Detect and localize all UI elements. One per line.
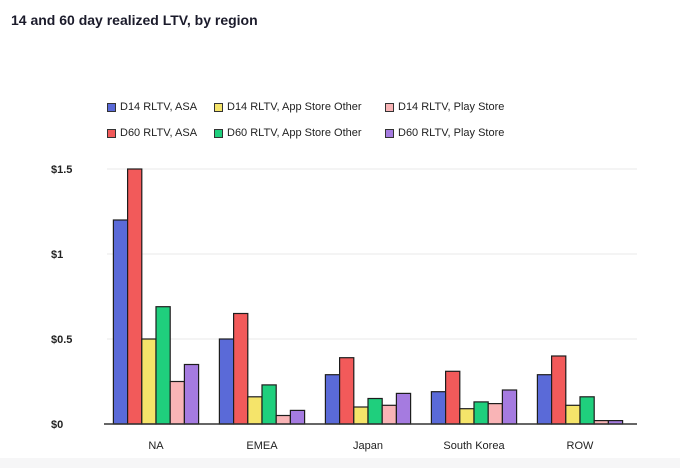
bar	[501, 389, 518, 425]
y-tick-label: $1	[51, 249, 63, 261]
y-tick-label: $1.5	[51, 164, 72, 176]
legend-swatch	[107, 128, 116, 138]
legend-swatch	[214, 102, 223, 112]
legend-label: D60 RLTV, ASA	[120, 127, 198, 139]
bar	[381, 404, 398, 425]
bar	[395, 392, 412, 425]
legend-item-d14-play-store: D14 RLTV, Play Store	[385, 101, 504, 113]
y-tick-label: $0	[51, 419, 63, 431]
legend-item-d14-app-store-other: D14 RLTV, App Store Other	[214, 101, 362, 113]
bar	[218, 338, 235, 425]
bar	[126, 168, 143, 425]
legend-item-d60-asa: D60 RLTV, ASA	[107, 127, 197, 139]
bar	[550, 355, 567, 425]
bar	[473, 401, 489, 425]
bar	[275, 414, 292, 425]
bar	[339, 357, 355, 425]
bar	[324, 374, 341, 425]
legend-swatch	[107, 102, 116, 112]
bar	[367, 397, 383, 425]
legend-label: D14 RLTV, ASA	[120, 101, 198, 113]
bar	[430, 391, 447, 425]
bar	[445, 370, 461, 425]
bar	[141, 338, 157, 425]
legend-label: D14 RLTV, App Store Other	[227, 101, 362, 113]
legend-item-d14-asa: D14 RLTV, ASA	[107, 101, 197, 113]
bar	[565, 404, 581, 425]
chart-title: 14 and 60 day realized LTV, by region	[11, 12, 258, 28]
x-tick-label: South Korea	[443, 440, 505, 452]
legend-swatch	[385, 128, 394, 138]
bar	[169, 380, 185, 425]
legend-item-d60-play-store: D60 RLTV, Play Store	[385, 127, 504, 139]
y-tick-label: $0.5	[51, 334, 72, 346]
bar	[112, 219, 129, 425]
x-tick-label: EMEA	[246, 440, 278, 452]
legend-swatch	[214, 128, 223, 138]
footer-strip	[0, 458, 680, 468]
bar	[353, 406, 369, 425]
bar	[183, 363, 200, 425]
bar	[261, 384, 277, 425]
bar	[289, 409, 306, 425]
legend-label: D14 RLTV, Play Store	[398, 101, 505, 113]
legend-label: D60 RLTV, Play Store	[398, 127, 505, 139]
bar	[247, 396, 263, 425]
legend-item-d60-app-store-other: D60 RLTV, App Store Other	[214, 127, 362, 139]
bar	[155, 306, 171, 425]
bar	[536, 374, 553, 425]
x-tick-label: NA	[148, 440, 164, 452]
x-tick-label: ROW	[567, 440, 595, 452]
bar	[487, 403, 504, 425]
legend-swatch	[385, 102, 394, 112]
legend-label: D60 RLTV, App Store Other	[227, 127, 362, 139]
bar	[233, 312, 249, 425]
bar	[579, 396, 595, 425]
bar	[459, 408, 475, 425]
x-tick-label: Japan	[353, 440, 383, 452]
